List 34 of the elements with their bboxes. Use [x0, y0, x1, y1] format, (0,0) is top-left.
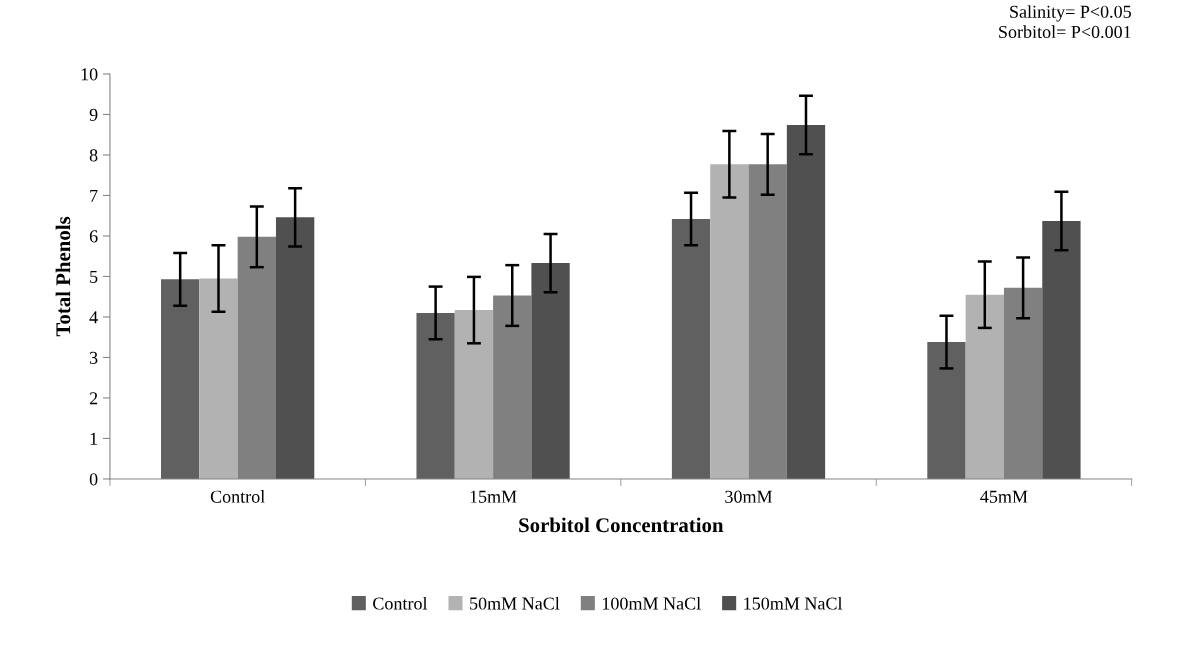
bar — [416, 312, 455, 479]
bar — [199, 278, 238, 479]
legend-label: Control — [373, 596, 428, 610]
bar — [275, 217, 315, 479]
bar — [454, 310, 494, 479]
x-tick-label: Control — [210, 490, 265, 503]
bar — [965, 294, 1004, 479]
y-tick-label: 4 — [89, 311, 98, 324]
y-tick-label: 5 — [90, 270, 98, 283]
bar — [786, 125, 826, 479]
y-tick-label: 1 — [90, 432, 98, 445]
y-tick-label: 6 — [89, 230, 98, 243]
legend-label: 150mM NaCl — [744, 596, 843, 610]
x-tick-label: 15mM — [470, 490, 517, 503]
y-tick-label: 2 — [89, 392, 98, 405]
x-tick-label: 30mM — [725, 490, 773, 503]
y-tick-label: 0 — [89, 473, 98, 486]
bar — [671, 218, 711, 479]
bar — [161, 279, 200, 479]
y-tick-label: 3 — [89, 351, 98, 364]
x-tick-label: 45mM — [980, 490, 1028, 503]
bar — [1042, 220, 1081, 479]
y-tick-label: 8 — [89, 149, 98, 162]
x-axis-title: Sorbitol Concentration — [519, 517, 724, 533]
bar — [927, 342, 966, 479]
bar — [710, 164, 749, 479]
y-tick-label: 9 — [89, 108, 98, 121]
bar — [531, 263, 570, 479]
y-tick-label: 7 — [90, 189, 98, 202]
y-axis-title: Total Phenols — [55, 216, 71, 337]
legend-label: 50mM NaCl — [470, 596, 560, 610]
text: Salinity= P<0.05 Sorbitol= P<0.001 — [999, 5, 1131, 39]
legend-label: 100mM NaCl — [602, 596, 701, 610]
y-tick-label: 10 — [81, 68, 98, 81]
